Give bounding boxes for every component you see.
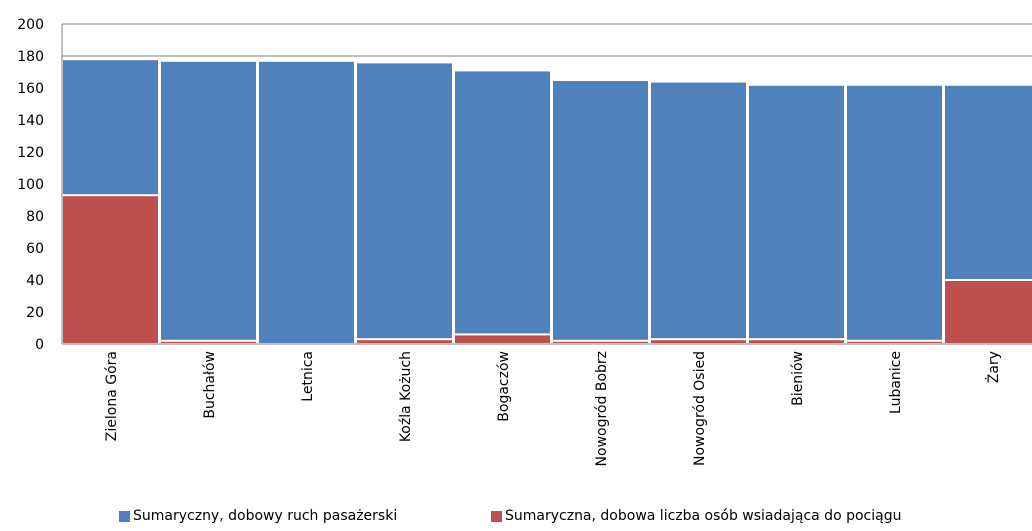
bar-boarding [453, 333, 552, 345]
legend-label-total-traffic: Sumaryczny, dobowy ruch pasażerski [133, 508, 398, 524]
x-axis: Zielona Góra Buchałów Letnica Koźla Kożuch B… [61, 24, 1032, 466]
legend-item-total-traffic: Sumaryczny, dobowy ruch pasażerski [119, 508, 397, 524]
y-tick-label: 160 [17, 81, 44, 97]
y-tick-label: 180 [17, 49, 44, 65]
legend: Sumaryczny, dobowy ruch pasażerski Sumar… [0, 508, 1032, 528]
legend-swatch-boarding [491, 510, 502, 522]
y-tick-label: 60 [26, 241, 44, 257]
x-tick-label: Bieniów [790, 351, 806, 406]
y-tick-label: 140 [17, 113, 44, 129]
x-tick-label: Zielona Góra [104, 351, 120, 441]
y-tick-label: 20 [26, 305, 44, 321]
bar-total-traffic [649, 80, 748, 345]
y-tick-label: 40 [26, 273, 44, 289]
y-tick-label: 200 [17, 17, 44, 33]
y-axis: 0 20 40 60 80 100 120 140 160 180 200 [17, 17, 44, 353]
bar-total-traffic [845, 83, 944, 346]
bars [61, 58, 1032, 346]
y-tick-label: 0 [35, 337, 44, 353]
bar-boarding [943, 279, 1032, 345]
bar-total-traffic [257, 59, 356, 346]
x-tick-label: Koźla Kożuch [398, 351, 414, 442]
bar-total-traffic [355, 61, 454, 346]
x-tick-label: Lubanice [888, 351, 904, 414]
y-tick-label: 80 [26, 209, 44, 225]
bar-total-traffic [551, 79, 650, 345]
y-tick-label: 100 [17, 177, 44, 193]
legend-label-boarding: Sumaryczna, dobowa liczba osób wsiadając… [505, 508, 902, 524]
legend-swatch-total-traffic [119, 510, 130, 522]
chart: 0 20 40 60 80 100 120 140 160 180 200 Zielona Góra… [17, 17, 1032, 466]
y-tick-label: 120 [17, 145, 44, 161]
x-tick-label: Buchałów [202, 351, 218, 419]
x-tick-label: Żary [984, 351, 1002, 383]
x-tick-label: Letnica [300, 351, 316, 402]
x-tick-label: Nowogród Osied [692, 351, 708, 466]
legend-item-boarding: Sumaryczna, dobowa liczba osób wsiadając… [491, 508, 901, 524]
x-tick-label: Nowogród Bobrz [594, 351, 610, 466]
bar-boarding [355, 338, 454, 346]
bar-boarding [61, 194, 160, 345]
bar-total-traffic [453, 69, 552, 346]
bar-boarding [649, 338, 748, 346]
bar-boarding [747, 338, 846, 346]
bar-total-traffic [159, 59, 258, 346]
bar-total-traffic [747, 83, 846, 346]
x-tick-label: Bogaczów [496, 351, 512, 422]
